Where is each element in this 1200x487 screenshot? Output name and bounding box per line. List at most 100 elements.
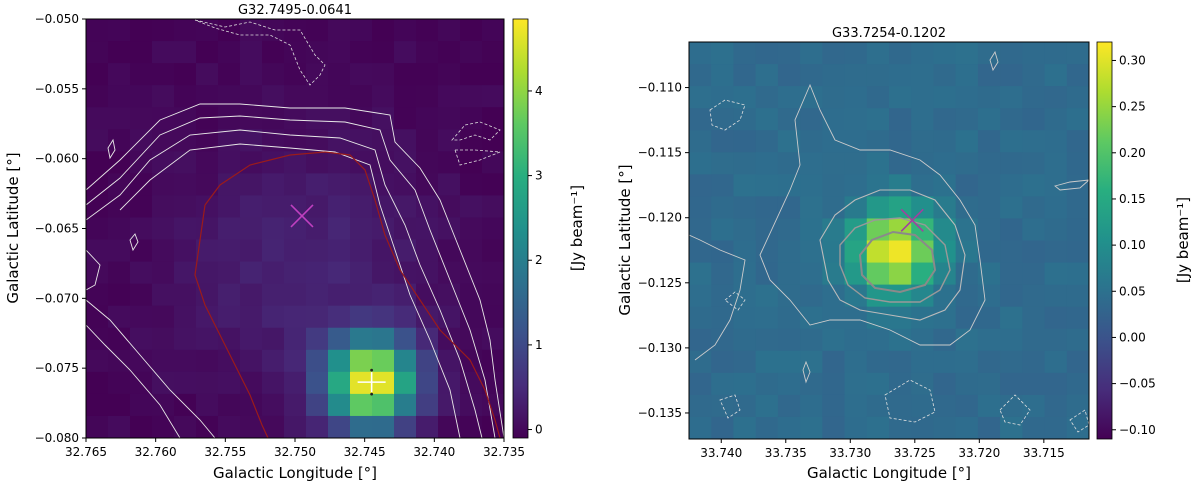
heatmap-cell xyxy=(196,173,219,197)
heatmap-cell xyxy=(284,415,307,438)
heatmap-cell xyxy=(911,64,935,87)
heatmap-cell xyxy=(438,107,461,130)
heatmap-cell xyxy=(218,371,241,395)
heatmap-cell xyxy=(689,218,712,242)
heatmap-cell xyxy=(955,108,979,131)
contour-level xyxy=(86,324,181,438)
heatmap-cell xyxy=(306,261,329,285)
heatmap-cell xyxy=(350,129,373,152)
heatmap-cell xyxy=(328,327,351,351)
heatmap-cell xyxy=(328,85,351,108)
heatmap-cell xyxy=(394,239,417,263)
heatmap-cell xyxy=(733,306,757,330)
heatmap-cell xyxy=(955,42,979,65)
heatmap-cell xyxy=(108,283,131,307)
heatmap-cell xyxy=(844,42,868,65)
heatmap-cell xyxy=(933,372,957,396)
heatmap-cell xyxy=(1044,108,1068,131)
heatmap-cell xyxy=(284,349,307,373)
heatmap-cell xyxy=(328,19,351,42)
heatmap-cell xyxy=(755,416,779,439)
heatmap-cell xyxy=(889,42,912,65)
heatmap-cell xyxy=(844,174,868,197)
heatmap-cell xyxy=(1022,42,1046,65)
heatmap-cell xyxy=(977,284,1001,308)
heatmap-cell xyxy=(438,349,461,373)
heatmap-cell xyxy=(174,151,197,174)
heatmap-cell xyxy=(933,108,957,131)
heatmap-cell xyxy=(262,393,285,417)
heatmap-cell xyxy=(284,327,307,351)
heatmap-cell xyxy=(1022,86,1046,109)
heatmap-cell xyxy=(108,261,131,285)
heatmap-cell xyxy=(777,108,801,131)
heatmap-cell xyxy=(955,328,979,352)
heatmap-cell xyxy=(394,85,417,108)
heatmap-cell xyxy=(306,63,329,86)
chart-right-contours xyxy=(689,50,1089,433)
heatmap-cell xyxy=(262,19,285,42)
heatmap-cell xyxy=(933,152,957,175)
y-tick-label: −0.055 xyxy=(35,82,79,96)
heatmap-cell xyxy=(1022,64,1046,87)
heatmap-cell xyxy=(438,63,461,86)
heatmap-cell xyxy=(196,371,219,395)
heatmap-cell xyxy=(284,41,307,64)
heatmap-cell xyxy=(822,130,846,153)
heatmap-cell xyxy=(174,261,197,285)
heatmap-cell xyxy=(460,41,483,64)
colorbar-tick-label: 1 xyxy=(535,338,543,352)
heatmap-cell xyxy=(394,107,417,130)
heatmap-cell xyxy=(130,283,153,307)
heatmap-cell xyxy=(328,305,351,329)
heatmap-cell xyxy=(240,173,263,197)
heatmap-cell xyxy=(460,217,483,241)
heatmap-cell xyxy=(108,217,131,241)
heatmap-cell xyxy=(218,195,241,219)
heatmap-cell xyxy=(755,152,779,175)
heatmap-cell xyxy=(328,349,351,373)
heatmap-cell xyxy=(933,262,957,286)
heatmap-cell xyxy=(955,152,979,175)
heatmap-cell xyxy=(933,86,957,109)
heatmap-cell xyxy=(196,305,219,329)
heatmap-cell xyxy=(460,371,483,395)
heatmap-cell xyxy=(416,393,439,417)
heatmap-cell xyxy=(284,151,307,174)
heatmap-cell xyxy=(889,152,912,175)
heatmap-cell xyxy=(174,327,197,351)
heatmap-cell xyxy=(130,393,153,417)
heatmap-cell xyxy=(328,173,351,197)
heatmap-cell xyxy=(711,262,735,286)
heatmap-cell xyxy=(755,328,779,352)
heatmap-cell xyxy=(955,174,979,197)
heatmap-cell xyxy=(86,41,109,64)
heatmap-cell xyxy=(1044,42,1068,65)
heatmap-cell xyxy=(933,130,957,153)
chart-right-ylabel: Galactic Latitude [°] xyxy=(616,164,634,315)
heatmap-cell xyxy=(438,393,461,417)
heatmap-cell xyxy=(174,305,197,329)
heatmap-cell xyxy=(350,63,373,86)
heatmap-cell xyxy=(711,196,735,220)
heatmap-cell xyxy=(755,86,779,109)
heatmap-cell xyxy=(777,350,801,374)
heatmap-cell xyxy=(822,416,846,439)
x-tick-label: 33.725 xyxy=(894,446,936,460)
heatmap-cell xyxy=(262,151,285,174)
heatmap-cell xyxy=(733,196,757,220)
chart-right-xlabel: Galactic Longitude [°] xyxy=(807,464,971,482)
heatmap-cell xyxy=(328,261,351,285)
heatmap-cell xyxy=(372,107,395,130)
heatmap-cell xyxy=(350,151,373,174)
heatmap-cell xyxy=(174,283,197,307)
heatmap-cell xyxy=(394,195,417,219)
heatmap-cell xyxy=(889,284,912,308)
x-tick-label: 32.750 xyxy=(274,445,316,459)
heatmap-cell xyxy=(955,262,979,286)
heatmap-cell xyxy=(482,85,504,108)
heatmap-cell xyxy=(174,173,197,197)
heatmap-cell xyxy=(911,416,935,439)
chart-left-heatmap xyxy=(86,19,504,438)
heatmap-cell xyxy=(438,129,461,152)
